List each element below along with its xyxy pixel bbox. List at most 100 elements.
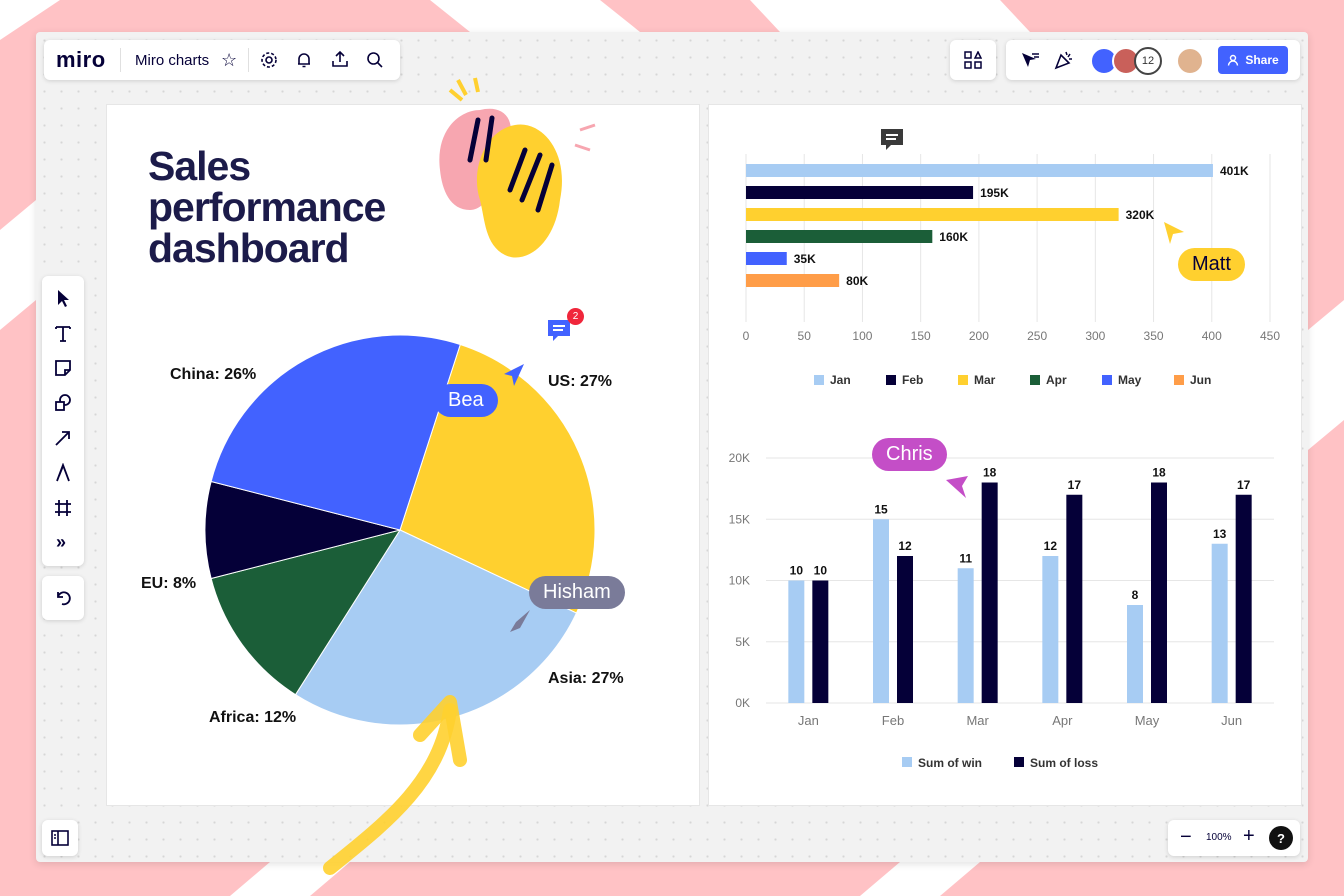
zoom-in-button[interactable]: + [1243, 825, 1255, 847]
bar-data-label: 10 [790, 564, 804, 578]
bar-data-label: 15 [874, 502, 888, 516]
star-icon[interactable]: ☆ [221, 50, 238, 70]
share-button[interactable]: Share [1218, 46, 1288, 74]
x-tick-label: 300 [1085, 329, 1105, 343]
bar-data-label: 12 [1044, 539, 1058, 553]
title-line-3: dashboard [148, 225, 350, 271]
bar-data-label: 13 [1213, 527, 1227, 541]
board-name[interactable]: Miro charts [135, 52, 210, 69]
legend-swatch [1102, 375, 1112, 385]
toolbar-divider [248, 48, 249, 72]
zoom-level[interactable]: 100% [1206, 832, 1232, 843]
x-tick-label: Jun [1221, 713, 1242, 728]
bar[interactable] [1211, 543, 1228, 703]
legend-swatch [958, 375, 968, 385]
y-tick-label: 0K [735, 696, 750, 710]
text-tool-icon[interactable] [53, 323, 73, 343]
bar-data-label: 80K [846, 274, 868, 288]
x-tick-label: May [1135, 713, 1160, 728]
x-tick-label: Jan [798, 713, 819, 728]
upload-icon[interactable] [331, 50, 349, 68]
chart-comment-icon[interactable] [879, 127, 907, 153]
x-tick-label: 100 [852, 329, 872, 343]
comment-badge: 2 [567, 308, 584, 325]
bar-data-label: 8 [1132, 588, 1139, 602]
bar[interactable] [1066, 494, 1083, 703]
bar[interactable] [1127, 605, 1143, 703]
pie-label-asia: Asia: 27% [548, 670, 624, 687]
y-tick-label: 20K [729, 451, 750, 465]
comment-icon[interactable] [546, 318, 574, 344]
win-loss-bar-chart[interactable]: 0K 5K 10K 15K 20K 10 10 Jan 15 12 Feb 11 18 Mar 12 17 Ap… [708, 430, 1300, 790]
bea-cursor-pointer-icon [504, 364, 524, 386]
legend-swatch [814, 375, 824, 385]
bar[interactable] [812, 580, 829, 704]
bar[interactable] [746, 164, 1213, 177]
pie-label-africa: Africa: 12% [209, 709, 297, 726]
undo-icon[interactable] [54, 589, 72, 607]
more-tools-icon[interactable]: » [56, 532, 67, 552]
settings-icon[interactable] [260, 51, 278, 69]
bar[interactable] [746, 230, 933, 243]
bar[interactable] [746, 274, 840, 287]
pie-chart[interactable] [190, 325, 610, 745]
zoom-out-button[interactable]: − [1180, 826, 1192, 848]
bar[interactable] [1042, 556, 1059, 703]
pie-label-china: China: 26% [170, 366, 257, 383]
bar-data-label: 160K [939, 230, 968, 244]
apps-icon[interactable] [964, 51, 982, 69]
sticky-note-icon[interactable] [53, 358, 73, 378]
cursor-tag-bea: Bea [434, 384, 498, 417]
matt-cursor-pointer-icon [1164, 222, 1184, 244]
bar[interactable] [873, 519, 889, 703]
x-tick-label: 50 [798, 329, 812, 343]
bar[interactable] [788, 580, 805, 704]
pie-slice[interactable] [210, 529, 402, 696]
x-tick-label: Feb [882, 713, 904, 728]
legend-label: Mar [974, 373, 996, 387]
y-tick-label: 15K [729, 512, 750, 526]
x-tick-label: 400 [1202, 329, 1222, 343]
bar-data-label: 11 [959, 551, 972, 565]
select-cursor-icon[interactable] [53, 288, 73, 308]
legend-label: Jun [1190, 373, 1211, 387]
bar[interactable] [1151, 482, 1167, 704]
notification-bell-icon[interactable] [295, 51, 313, 69]
yellow-arrow-sticker[interactable] [320, 690, 500, 880]
pie-label-us: US: 27% [548, 373, 613, 390]
help-button[interactable]: ? [1269, 826, 1293, 850]
pen-icon[interactable] [53, 463, 73, 483]
cursor-filter-icon[interactable] [1020, 51, 1040, 69]
bar[interactable] [746, 186, 974, 199]
pie-slice[interactable] [204, 480, 401, 580]
horizontal-bar-chart[interactable]: 0 50 100 150 200 250 300 350 400 450 401K 195K 320K 1… [708, 104, 1300, 404]
bar[interactable] [897, 556, 913, 703]
collaborator-count-badge[interactable]: 12 [1134, 47, 1162, 75]
legend-swatch [1030, 375, 1040, 385]
frame-icon[interactable] [53, 498, 73, 518]
bar[interactable] [957, 568, 974, 703]
bar-data-label: 401K [1220, 164, 1249, 178]
bar[interactable] [981, 482, 998, 704]
shapes-icon[interactable] [53, 393, 73, 413]
hisham-cursor-pointer-icon [510, 610, 530, 632]
current-user-avatar[interactable] [1176, 47, 1204, 75]
y-tick-label: 5K [735, 635, 750, 649]
celebrate-icon[interactable] [1054, 50, 1074, 70]
arrow-connector-icon[interactable] [53, 428, 73, 448]
clapping-hands-sticker[interactable] [430, 70, 610, 270]
cursor-tag-chris: Chris [872, 438, 947, 471]
user-icon [1228, 54, 1239, 66]
miro-logo[interactable]: miro [56, 47, 106, 72]
search-icon[interactable] [366, 51, 384, 69]
pie-label-eu: EU: 8% [141, 575, 197, 592]
bar[interactable] [746, 252, 787, 265]
bar-data-label: 18 [1152, 466, 1166, 480]
cursor-tag-hisham: Hisham [529, 576, 625, 609]
pie-slice[interactable] [210, 334, 461, 531]
sidebar-panel-icon[interactable] [51, 829, 69, 847]
bar[interactable] [1235, 494, 1252, 703]
dashboard-title[interactable]: Sales performance dashboard [148, 146, 386, 271]
bar[interactable] [746, 208, 1119, 221]
